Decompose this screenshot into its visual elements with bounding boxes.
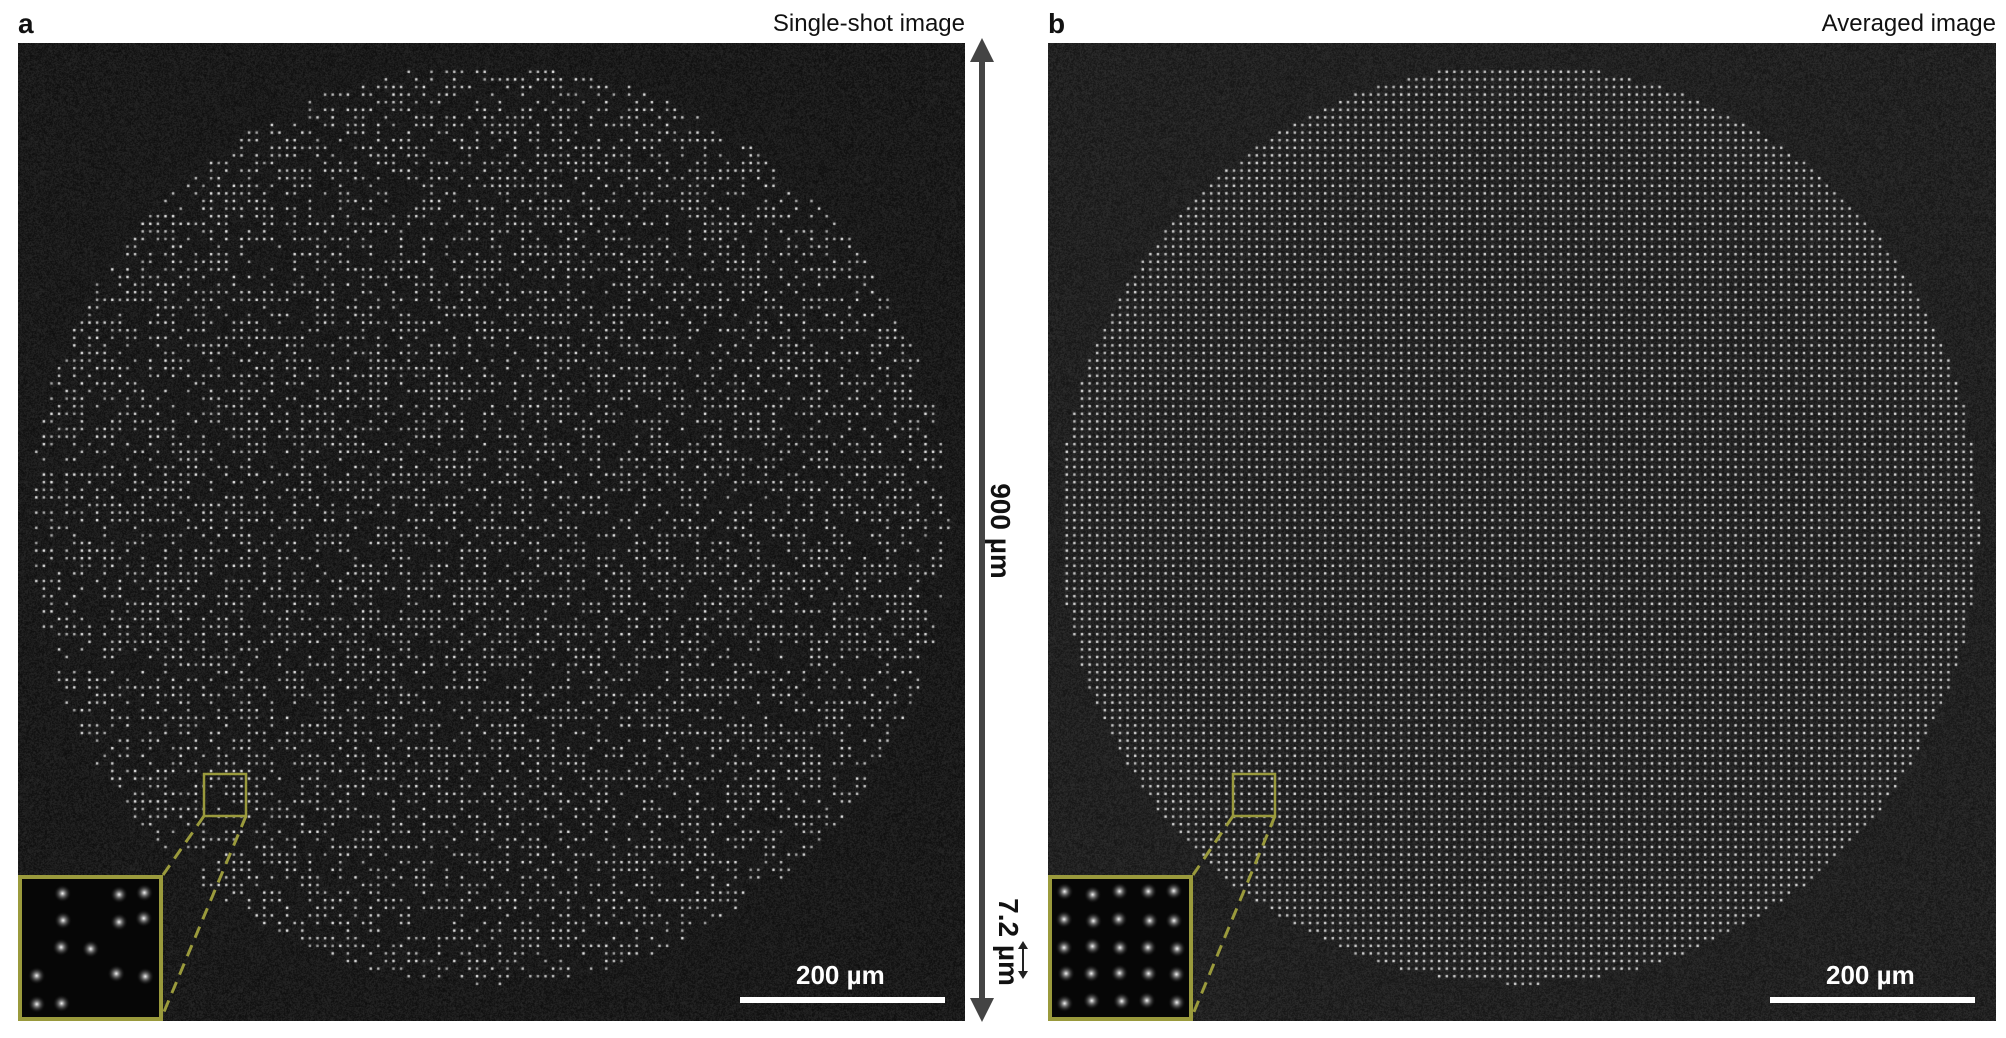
single-shot-image-panel: 200 µm — [18, 43, 965, 1021]
panel-a-zoom-inset — [18, 875, 163, 1021]
panel-b-scale-label: 200 µm — [1826, 960, 1915, 990]
panel-a-letter: a — [18, 8, 34, 39]
panel-b-title: Averaged image — [1821, 10, 1996, 37]
panel-a-scale-label: 200 µm — [796, 960, 885, 990]
panel-b-inset-image — [1052, 879, 1189, 1017]
panel-a-scale-bar — [740, 997, 945, 1003]
spacing-label: 7.2 µm — [993, 898, 1024, 986]
averaged-image-panel: 200 µm — [1048, 43, 1996, 1021]
panel-b-scale-bar — [1770, 997, 1975, 1003]
dimension-label: 900 µm — [985, 483, 1016, 579]
panel-a-inset-image — [22, 879, 159, 1017]
panel-b-zoom-inset — [1048, 875, 1193, 1021]
panel-a-title: Single-shot image — [772, 10, 965, 37]
dimension-arrow — [970, 38, 1028, 1022]
panel-b-letter: b — [1048, 8, 1066, 39]
